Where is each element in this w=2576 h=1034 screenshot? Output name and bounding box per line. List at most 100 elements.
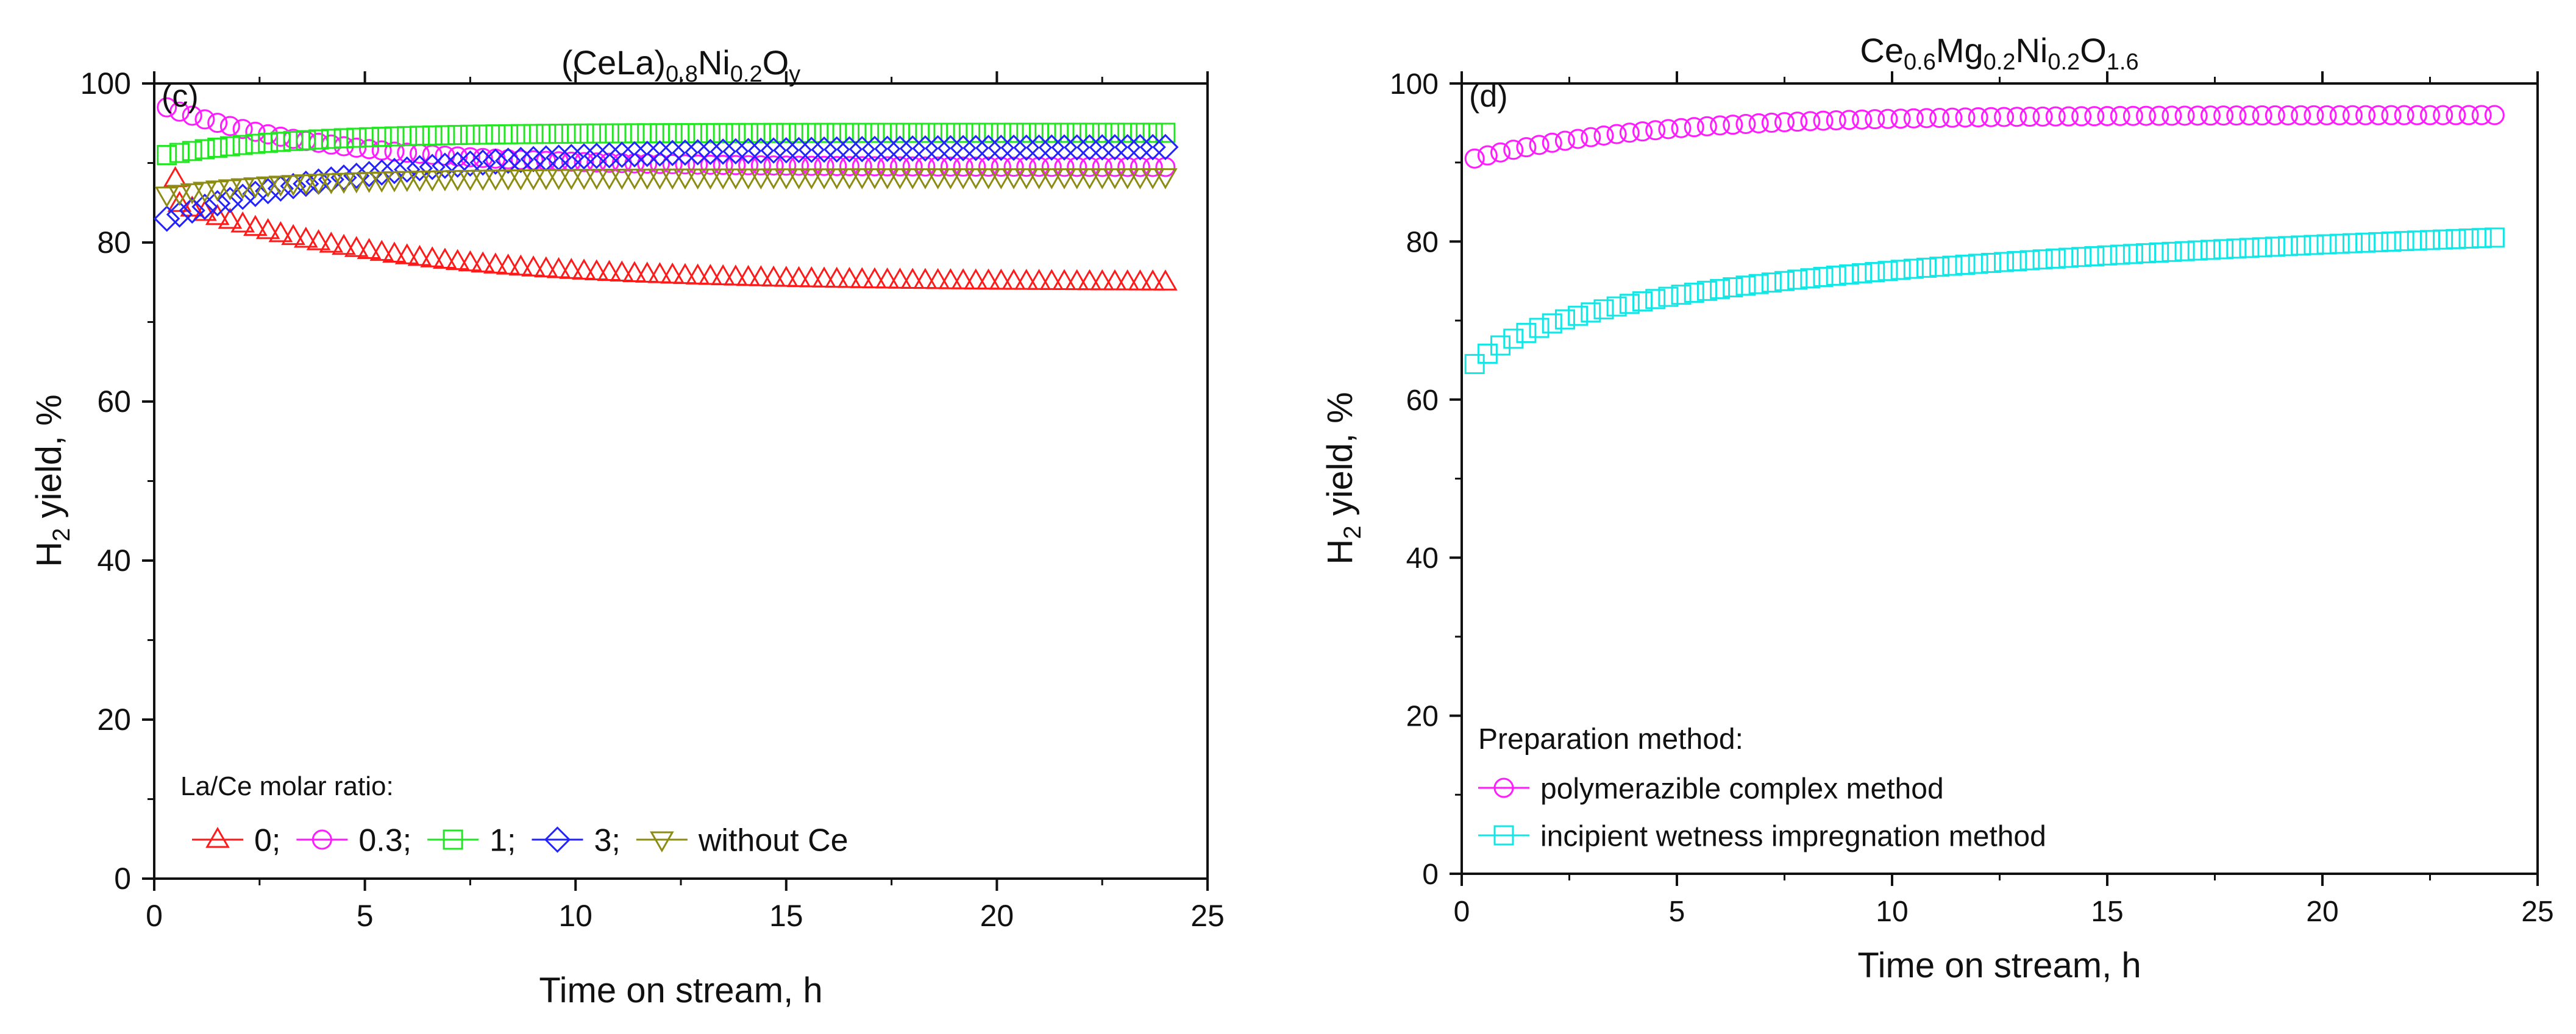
data-point (154, 205, 180, 232)
data-point (2007, 107, 2027, 127)
series-2 (1464, 227, 2505, 374)
data-point (1916, 108, 1937, 129)
data-point (1114, 133, 1141, 161)
data-point (837, 168, 862, 189)
data-point (510, 149, 531, 170)
data-point (1877, 108, 1898, 129)
data-point (915, 122, 936, 143)
data-point (332, 233, 356, 255)
data-point (471, 169, 495, 191)
data-point (482, 148, 509, 175)
data-point (255, 218, 280, 239)
data-point (786, 266, 811, 288)
data-point (1464, 148, 1485, 169)
data-point (167, 185, 192, 206)
data-point (2149, 242, 2169, 263)
data-point (193, 182, 217, 203)
data-point (523, 124, 544, 144)
data-point (460, 124, 480, 145)
legend-swatch-marker (311, 829, 332, 850)
data-point (1025, 134, 1053, 161)
data-point (218, 179, 243, 200)
data-point (2265, 236, 2285, 257)
data-point (204, 189, 231, 217)
data-point (839, 156, 859, 177)
data-point (397, 126, 418, 146)
data-point (938, 268, 963, 289)
data-point (913, 168, 938, 189)
data-point (533, 256, 558, 278)
data-point (2433, 229, 2453, 250)
data-point (1942, 107, 1963, 128)
data-point (166, 201, 193, 228)
x-axis-label: Time on stream, h (1857, 946, 2141, 985)
data-point (928, 122, 948, 143)
data-point (521, 169, 546, 191)
data-point (940, 122, 961, 143)
data-point (2161, 105, 2182, 126)
data-point (786, 168, 811, 189)
data-point (950, 135, 977, 161)
data-point (371, 127, 392, 147)
data-point (584, 169, 609, 190)
data-point (394, 171, 419, 193)
data-point (1026, 269, 1051, 290)
data-point (2097, 106, 2118, 127)
data-point (928, 156, 948, 177)
data-point (205, 180, 230, 202)
data-point (1052, 168, 1076, 189)
data-point (1645, 120, 1666, 141)
data-point (1016, 122, 1037, 143)
data-point (2407, 230, 2427, 251)
data-point (2342, 105, 2363, 126)
y-tick-label: 60 (1406, 384, 1439, 417)
data-point (700, 154, 720, 175)
data-point (1723, 277, 1743, 298)
data-point (2226, 105, 2247, 126)
chart-panel-c: 0 5 10 15 20 25 0 20 40 60 80 100 (c) (CeLa)0.8Ni0.… (29, 43, 1225, 1010)
data-point (1542, 132, 1562, 153)
data-point (963, 268, 988, 289)
data-point (1980, 252, 2001, 273)
chart-panel-d: 0 5 10 15 20 25 0 20 40 60 80 100 (d) Ce0.6Mg0.2Ni0… (1320, 31, 2554, 985)
data-point (953, 156, 973, 177)
data-point (649, 154, 670, 174)
data-point (2329, 233, 2350, 254)
data-point (384, 141, 405, 162)
data-point (1115, 168, 1140, 189)
data-point (507, 146, 534, 174)
data-point (1903, 258, 1924, 279)
data-point (824, 168, 849, 189)
panel-label: (d) (1469, 79, 1508, 114)
data-point (785, 136, 813, 163)
data-point (622, 261, 647, 282)
data-point (1696, 116, 1717, 136)
data-point (549, 124, 569, 144)
data-point (2019, 107, 2040, 127)
data-point (281, 224, 305, 246)
data-point (1929, 107, 1950, 128)
data-point (1038, 134, 1065, 161)
data-point (406, 155, 433, 182)
data-point (635, 261, 660, 283)
data-point (1838, 110, 1859, 130)
data-point (308, 129, 329, 150)
data-point (850, 267, 875, 288)
data-point (1671, 118, 1692, 138)
data-point (2278, 105, 2299, 126)
data-point (736, 168, 761, 189)
data-point (1054, 157, 1075, 177)
data-point (218, 208, 243, 229)
data-point (1003, 122, 1024, 143)
data-point (700, 122, 720, 143)
data-point (1658, 119, 1679, 140)
data-point (763, 155, 784, 176)
data-point (368, 159, 395, 186)
legend: 0; 0.3; 1; 3; without Ce (192, 823, 849, 859)
data-point (2136, 105, 2157, 126)
data-point (2291, 105, 2311, 126)
data-point (382, 171, 407, 193)
x-tick-label: 0 (146, 899, 163, 933)
data-point (698, 263, 723, 285)
legend-label: 0.3; (358, 823, 411, 859)
